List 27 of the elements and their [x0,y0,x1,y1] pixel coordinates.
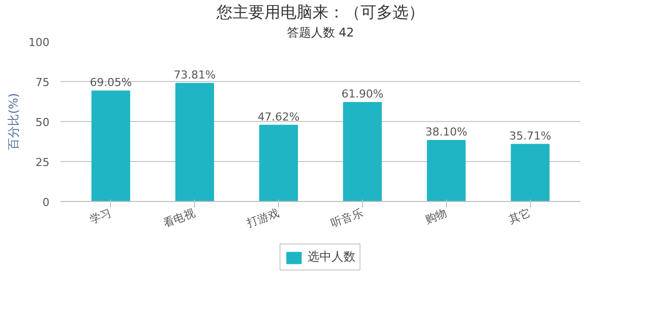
data-label: 38.10% [425,126,468,139]
y-tick-label: 0 [42,196,50,209]
x-tick-label: 其它 [507,206,532,226]
chart-title: 您主要用电脑来：（可多选） [216,2,424,22]
bar [426,140,466,202]
bar [343,102,382,202]
x-tick-label: 打游戏 [244,206,281,230]
legend-label: 选中人数 [308,248,356,266]
data-label: 73.81% [174,68,216,82]
chart-subtitle: 答题人数 42 [286,26,354,40]
x-tick-label: 学习 [88,206,114,226]
y-axis-title: 百分比(%) [6,93,21,150]
x-tick-label: 听音乐 [329,206,365,230]
data-label: 61.90% [341,87,384,100]
y-tick-label: 100 [28,36,50,49]
bar [510,144,550,202]
x-tick-label: 看电视 [161,206,197,230]
bar [259,124,298,202]
data-label: 47.62% [258,110,300,124]
bar [91,90,130,202]
data-label: 35.71% [509,129,552,142]
y-tick-label: 50 [36,116,50,129]
data-label: 69.05% [90,76,132,90]
y-tick-label: 75 [36,76,50,89]
y-tick-label: 25 [36,156,50,169]
bar [175,82,214,202]
x-tick-label: 购物 [423,206,449,226]
